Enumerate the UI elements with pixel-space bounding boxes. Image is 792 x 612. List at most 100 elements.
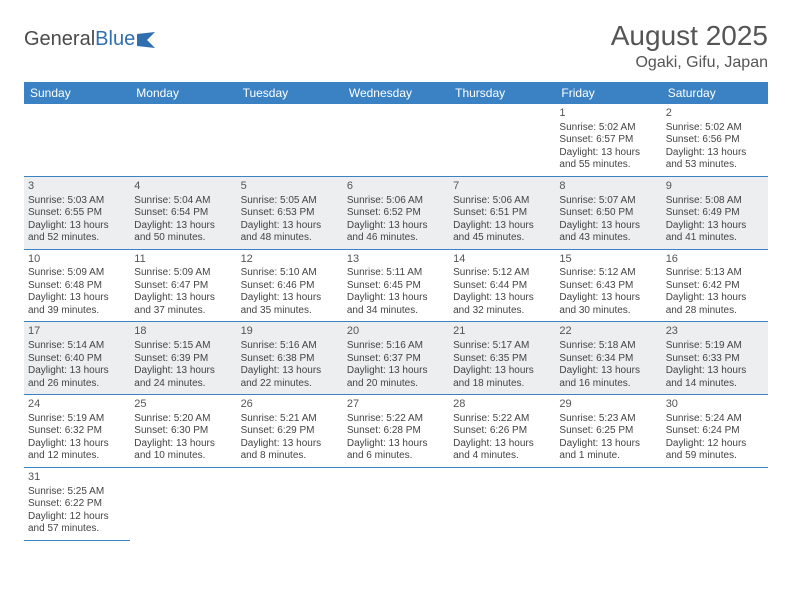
sunset-text: Sunset: 6:52 PM (347, 207, 445, 220)
daylight-text: and 16 minutes. (559, 378, 657, 391)
daylight-text: Daylight: 13 hours (134, 438, 232, 451)
sunrise-text: Sunrise: 5:03 AM (28, 195, 126, 208)
day-number: 23 (666, 325, 764, 339)
day-number: 7 (453, 180, 551, 194)
day-number: 19 (241, 325, 339, 339)
day-number: 22 (559, 325, 657, 339)
calendar-row: 1Sunrise: 5:02 AMSunset: 6:57 PMDaylight… (24, 104, 768, 176)
day-number: 27 (347, 398, 445, 412)
sunrise-text: Sunrise: 5:19 AM (28, 413, 126, 426)
calendar-cell: 11Sunrise: 5:09 AMSunset: 6:47 PMDayligh… (130, 249, 236, 322)
sunset-text: Sunset: 6:34 PM (559, 353, 657, 366)
calendar-cell: 28Sunrise: 5:22 AMSunset: 6:26 PMDayligh… (449, 395, 555, 468)
day-number: 12 (241, 253, 339, 267)
calendar-cell: 2Sunrise: 5:02 AMSunset: 6:56 PMDaylight… (662, 104, 768, 176)
sunset-text: Sunset: 6:55 PM (28, 207, 126, 220)
daylight-text: and 59 minutes. (666, 450, 764, 463)
sunset-text: Sunset: 6:22 PM (28, 498, 126, 511)
daylight-text: Daylight: 13 hours (28, 438, 126, 451)
sunset-text: Sunset: 6:44 PM (453, 280, 551, 293)
calendar-cell: 7Sunrise: 5:06 AMSunset: 6:51 PMDaylight… (449, 176, 555, 249)
daylight-text: Daylight: 13 hours (347, 220, 445, 233)
daylight-text: and 24 minutes. (134, 378, 232, 391)
calendar-cell: 29Sunrise: 5:23 AMSunset: 6:25 PMDayligh… (555, 395, 661, 468)
sunrise-text: Sunrise: 5:24 AM (666, 413, 764, 426)
day-number: 14 (453, 253, 551, 267)
sunrise-text: Sunrise: 5:10 AM (241, 267, 339, 280)
daylight-text: and 43 minutes. (559, 232, 657, 245)
sunrise-text: Sunrise: 5:12 AM (559, 267, 657, 280)
sunrise-text: Sunrise: 5:19 AM (666, 340, 764, 353)
sunrise-text: Sunrise: 5:09 AM (28, 267, 126, 280)
calendar-cell: 19Sunrise: 5:16 AMSunset: 6:38 PMDayligh… (237, 322, 343, 395)
calendar-cell: 14Sunrise: 5:12 AMSunset: 6:44 PMDayligh… (449, 249, 555, 322)
sunset-text: Sunset: 6:45 PM (347, 280, 445, 293)
daylight-text: and 10 minutes. (134, 450, 232, 463)
daylight-text: and 14 minutes. (666, 378, 764, 391)
day-number: 20 (347, 325, 445, 339)
day-header: Wednesday (343, 82, 449, 104)
sunrise-text: Sunrise: 5:22 AM (347, 413, 445, 426)
calendar-cell (449, 104, 555, 176)
daylight-text: and 53 minutes. (666, 159, 764, 172)
title-location: Ogaki, Gifu, Japan (611, 54, 768, 72)
day-number: 3 (28, 180, 126, 194)
calendar-cell (24, 104, 130, 176)
calendar-cell: 26Sunrise: 5:21 AMSunset: 6:29 PMDayligh… (237, 395, 343, 468)
daylight-text: Daylight: 13 hours (453, 220, 551, 233)
day-number: 30 (666, 398, 764, 412)
daylight-text: Daylight: 13 hours (666, 365, 764, 378)
daylight-text: Daylight: 13 hours (241, 438, 339, 451)
day-number: 18 (134, 325, 232, 339)
calendar-cell (237, 467, 343, 540)
sunrise-text: Sunrise: 5:18 AM (559, 340, 657, 353)
daylight-text: Daylight: 13 hours (241, 220, 339, 233)
calendar-cell (555, 467, 661, 540)
sunset-text: Sunset: 6:43 PM (559, 280, 657, 293)
sunset-text: Sunset: 6:32 PM (28, 425, 126, 438)
sunset-text: Sunset: 6:47 PM (134, 280, 232, 293)
day-header: Tuesday (237, 82, 343, 104)
sunset-text: Sunset: 6:25 PM (559, 425, 657, 438)
daylight-text: Daylight: 13 hours (666, 147, 764, 160)
sunset-text: Sunset: 6:42 PM (666, 280, 764, 293)
day-number: 16 (666, 253, 764, 267)
day-number: 17 (28, 325, 126, 339)
calendar-cell: 24Sunrise: 5:19 AMSunset: 6:32 PMDayligh… (24, 395, 130, 468)
daylight-text: and 28 minutes. (666, 305, 764, 318)
calendar-cell: 15Sunrise: 5:12 AMSunset: 6:43 PMDayligh… (555, 249, 661, 322)
day-header: Sunday (24, 82, 130, 104)
sunset-text: Sunset: 6:49 PM (666, 207, 764, 220)
day-number: 9 (666, 180, 764, 194)
sunset-text: Sunset: 6:51 PM (453, 207, 551, 220)
day-header: Friday (555, 82, 661, 104)
daylight-text: Daylight: 13 hours (347, 438, 445, 451)
daylight-text: and 32 minutes. (453, 305, 551, 318)
sunset-text: Sunset: 6:53 PM (241, 207, 339, 220)
header-row: SundayMondayTuesdayWednesdayThursdayFrid… (24, 82, 768, 104)
sunset-text: Sunset: 6:57 PM (559, 134, 657, 147)
calendar-cell: 12Sunrise: 5:10 AMSunset: 6:46 PMDayligh… (237, 249, 343, 322)
daylight-text: and 12 minutes. (28, 450, 126, 463)
calendar-cell (130, 104, 236, 176)
day-number: 2 (666, 107, 764, 121)
calendar-cell: 27Sunrise: 5:22 AMSunset: 6:28 PMDayligh… (343, 395, 449, 468)
daylight-text: and 26 minutes. (28, 378, 126, 391)
sunrise-text: Sunrise: 5:06 AM (453, 195, 551, 208)
sunrise-text: Sunrise: 5:09 AM (134, 267, 232, 280)
calendar-cell (343, 104, 449, 176)
sunset-text: Sunset: 6:39 PM (134, 353, 232, 366)
calendar-cell: 20Sunrise: 5:16 AMSunset: 6:37 PMDayligh… (343, 322, 449, 395)
day-number: 24 (28, 398, 126, 412)
sunrise-text: Sunrise: 5:04 AM (134, 195, 232, 208)
calendar-cell: 8Sunrise: 5:07 AMSunset: 6:50 PMDaylight… (555, 176, 661, 249)
daylight-text: Daylight: 13 hours (453, 292, 551, 305)
day-number: 10 (28, 253, 126, 267)
sunrise-text: Sunrise: 5:02 AM (559, 122, 657, 135)
sunset-text: Sunset: 6:48 PM (28, 280, 126, 293)
sunrise-text: Sunrise: 5:06 AM (347, 195, 445, 208)
logo: GeneralBlue (24, 28, 159, 51)
daylight-text: Daylight: 13 hours (559, 220, 657, 233)
daylight-text: Daylight: 13 hours (453, 365, 551, 378)
daylight-text: and 8 minutes. (241, 450, 339, 463)
